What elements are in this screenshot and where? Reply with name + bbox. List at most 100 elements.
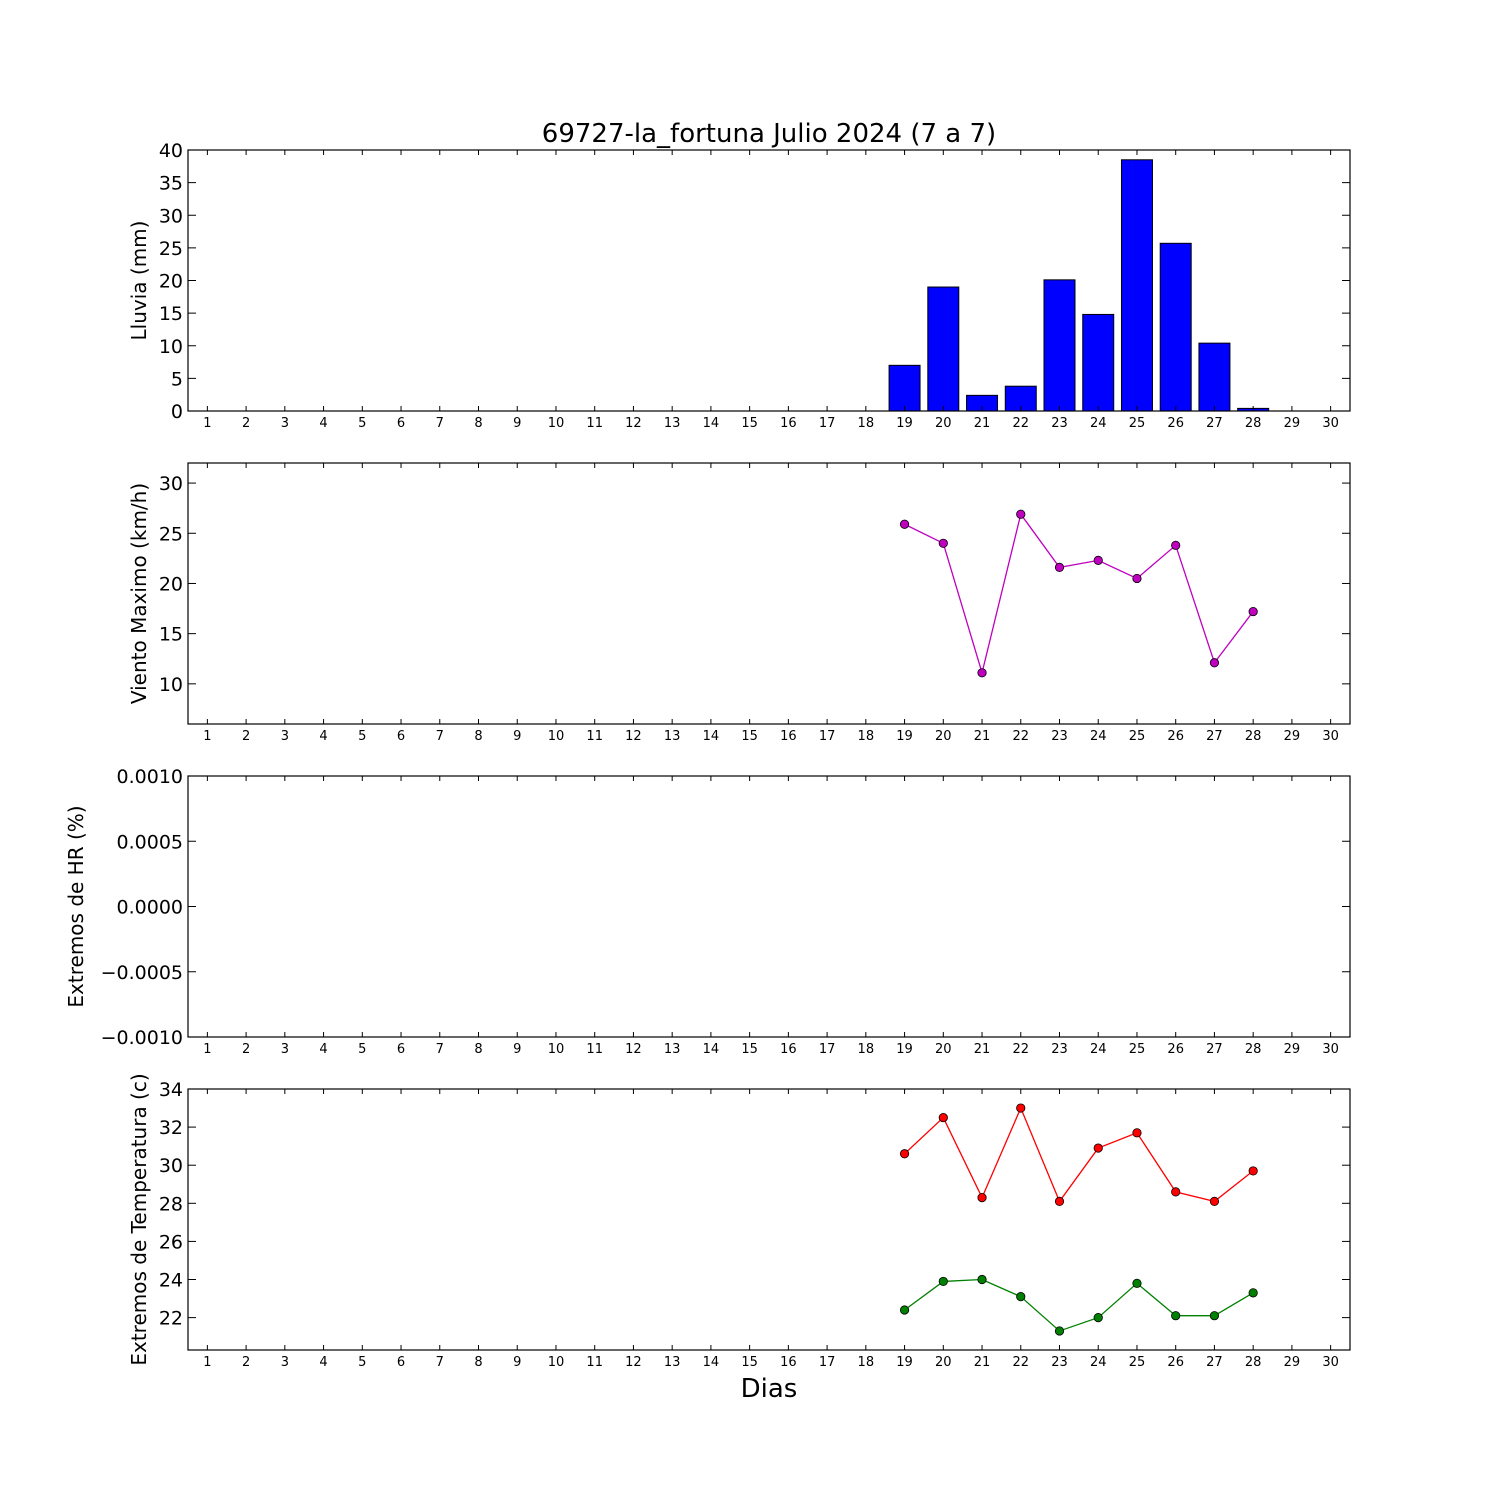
- series-2-point-day-22: [1016, 1292, 1026, 1302]
- series-1-point-day-24: [1093, 555, 1103, 565]
- x-tick-label: 22: [1012, 1042, 1029, 1057]
- x-tick-label: 26: [1167, 1355, 1184, 1370]
- series-line-2: [904, 1278, 1254, 1332]
- x-tick-label: 23: [1051, 729, 1068, 744]
- x-tick-label: 23: [1051, 416, 1068, 431]
- x-tick-label: 29: [1284, 1042, 1301, 1057]
- x-tick-label: 5: [358, 729, 366, 744]
- x-tick-label: 27: [1206, 1355, 1223, 1370]
- x-tick-label: 1: [203, 1042, 211, 1057]
- series-2-point-day-27: [1209, 1311, 1220, 1321]
- x-tick-label: 14: [703, 1355, 720, 1370]
- series-1-point-day-26: [1171, 540, 1181, 550]
- x-tick-label: 7: [436, 729, 444, 744]
- x-tick-label: 1: [203, 1355, 211, 1370]
- x-tick-label: 24: [1090, 729, 1107, 744]
- x-tick-label: 26: [1167, 729, 1184, 744]
- x-tick-label: 28: [1245, 1355, 1262, 1370]
- x-tick-label: 3: [281, 416, 289, 431]
- y-tick-label: 26: [159, 1231, 183, 1253]
- x-tick-label: 17: [819, 1042, 836, 1057]
- x-tick-label: 19: [896, 416, 913, 431]
- x-axis-label: Dias: [741, 1374, 798, 1404]
- x-tick-label: 11: [586, 1355, 603, 1370]
- x-tick-label: 24: [1090, 1042, 1107, 1057]
- series-1-point-day-19: [899, 519, 910, 529]
- rain-bar-day-25: [1120, 159, 1153, 412]
- rain-bar-day-20: [927, 286, 960, 412]
- series-1-point-day-25: [1132, 1128, 1142, 1138]
- x-tick-label: 26: [1167, 416, 1184, 431]
- x-tick-label: 19: [896, 1355, 913, 1370]
- x-tick-label: 23: [1051, 1355, 1068, 1370]
- x-tick-label: 22: [1012, 416, 1029, 431]
- x-tick-label: 10: [548, 729, 565, 744]
- x-tick-label: 12: [625, 416, 642, 431]
- x-tick-label: 17: [819, 729, 836, 744]
- panel-4: 1 2 3 4 5 6 7 8 9 10 11 12 13 14 15 16 17 18 19 20 21 22 23 24 2…: [127, 1073, 1351, 1370]
- x-tick-label: 15: [741, 1355, 758, 1370]
- x-tick-label: 13: [664, 1355, 681, 1370]
- x-tick-label: 19: [896, 1042, 913, 1057]
- x-tick-label: 4: [319, 416, 327, 431]
- y-tick-label: 28: [159, 1193, 183, 1215]
- x-tick-label: 7: [436, 1042, 444, 1057]
- x-tick-label: 16: [780, 1355, 797, 1370]
- series-2-point-day-24: [1093, 1313, 1103, 1323]
- y-tick-label: 32: [159, 1117, 183, 1139]
- series-2-point-day-26: [1171, 1311, 1181, 1321]
- x-tick-label: 6: [397, 1042, 405, 1057]
- y-tick-label: 40: [159, 140, 183, 162]
- x-tick-label: 6: [397, 1355, 405, 1370]
- series-2-point-day-23: [1054, 1326, 1065, 1336]
- x-tick-label: 28: [1245, 1042, 1262, 1057]
- rain-bar-day-26: [1159, 242, 1192, 412]
- x-tick-label: 19: [896, 729, 913, 744]
- x-tick-label: 18: [858, 1042, 875, 1057]
- series-1-point-day-28: [1248, 1166, 1258, 1176]
- x-tick-label: 3: [281, 729, 289, 744]
- x-tick-label: 13: [664, 416, 681, 431]
- series-line-1: [904, 512, 1254, 676]
- x-tick-label: 14: [703, 1042, 720, 1057]
- x-tick-label: 13: [664, 729, 681, 744]
- x-tick-label: 12: [625, 1355, 642, 1370]
- rain-bar-day-24: [1082, 313, 1115, 412]
- y-tick-label: 30: [159, 1155, 183, 1177]
- y-tick-label: −0.0005: [101, 962, 183, 984]
- x-tick-label: 10: [548, 1355, 565, 1370]
- x-tick-label: 29: [1284, 416, 1301, 431]
- x-tick-label: 14: [703, 729, 720, 744]
- x-tick-label: 12: [625, 1042, 642, 1057]
- x-tick-label: 9: [513, 1355, 521, 1370]
- y-tick-label: −0.0010: [101, 1027, 183, 1049]
- x-tick-label: 30: [1322, 416, 1339, 431]
- series-1-point-day-21: [977, 668, 987, 678]
- y-tick-label: 20: [159, 573, 183, 595]
- x-tick-label: 17: [819, 416, 836, 431]
- x-tick-label: 9: [513, 729, 521, 744]
- x-tick-label: 2: [242, 1042, 250, 1057]
- y-tick-label: 30: [159, 473, 183, 495]
- panel-1: 1 2 3 4 5 6 7 8 9 10 11 12 13 14 15 16 17 18 19 20 21 22 23 24 2…: [127, 140, 1351, 431]
- x-tick-label: 13: [664, 1042, 681, 1057]
- y-tick-label: 34: [159, 1079, 183, 1101]
- x-tick-label: 25: [1129, 1042, 1146, 1057]
- y-tick-label: 15: [159, 303, 183, 325]
- x-tick-label: 12: [625, 729, 642, 744]
- series-1-point-day-21: [977, 1192, 987, 1203]
- panel-frame: [187, 1088, 1351, 1351]
- x-tick-label: 21: [974, 729, 991, 744]
- x-tick-label: 5: [358, 416, 366, 431]
- x-tick-label: 8: [474, 729, 482, 744]
- y-tick-label: 0.0000: [117, 897, 183, 919]
- x-tick-label: 20: [935, 1042, 952, 1057]
- x-tick-label: 9: [513, 416, 521, 431]
- x-tick-label: 24: [1090, 416, 1107, 431]
- x-tick-label: 22: [1012, 729, 1029, 744]
- series-1-point-day-23: [1054, 1196, 1065, 1207]
- series-2-point-day-20: [938, 1276, 948, 1287]
- x-tick-label: 23: [1051, 1042, 1068, 1057]
- y-tick-label: 25: [159, 523, 183, 545]
- x-tick-label: 10: [548, 1042, 565, 1057]
